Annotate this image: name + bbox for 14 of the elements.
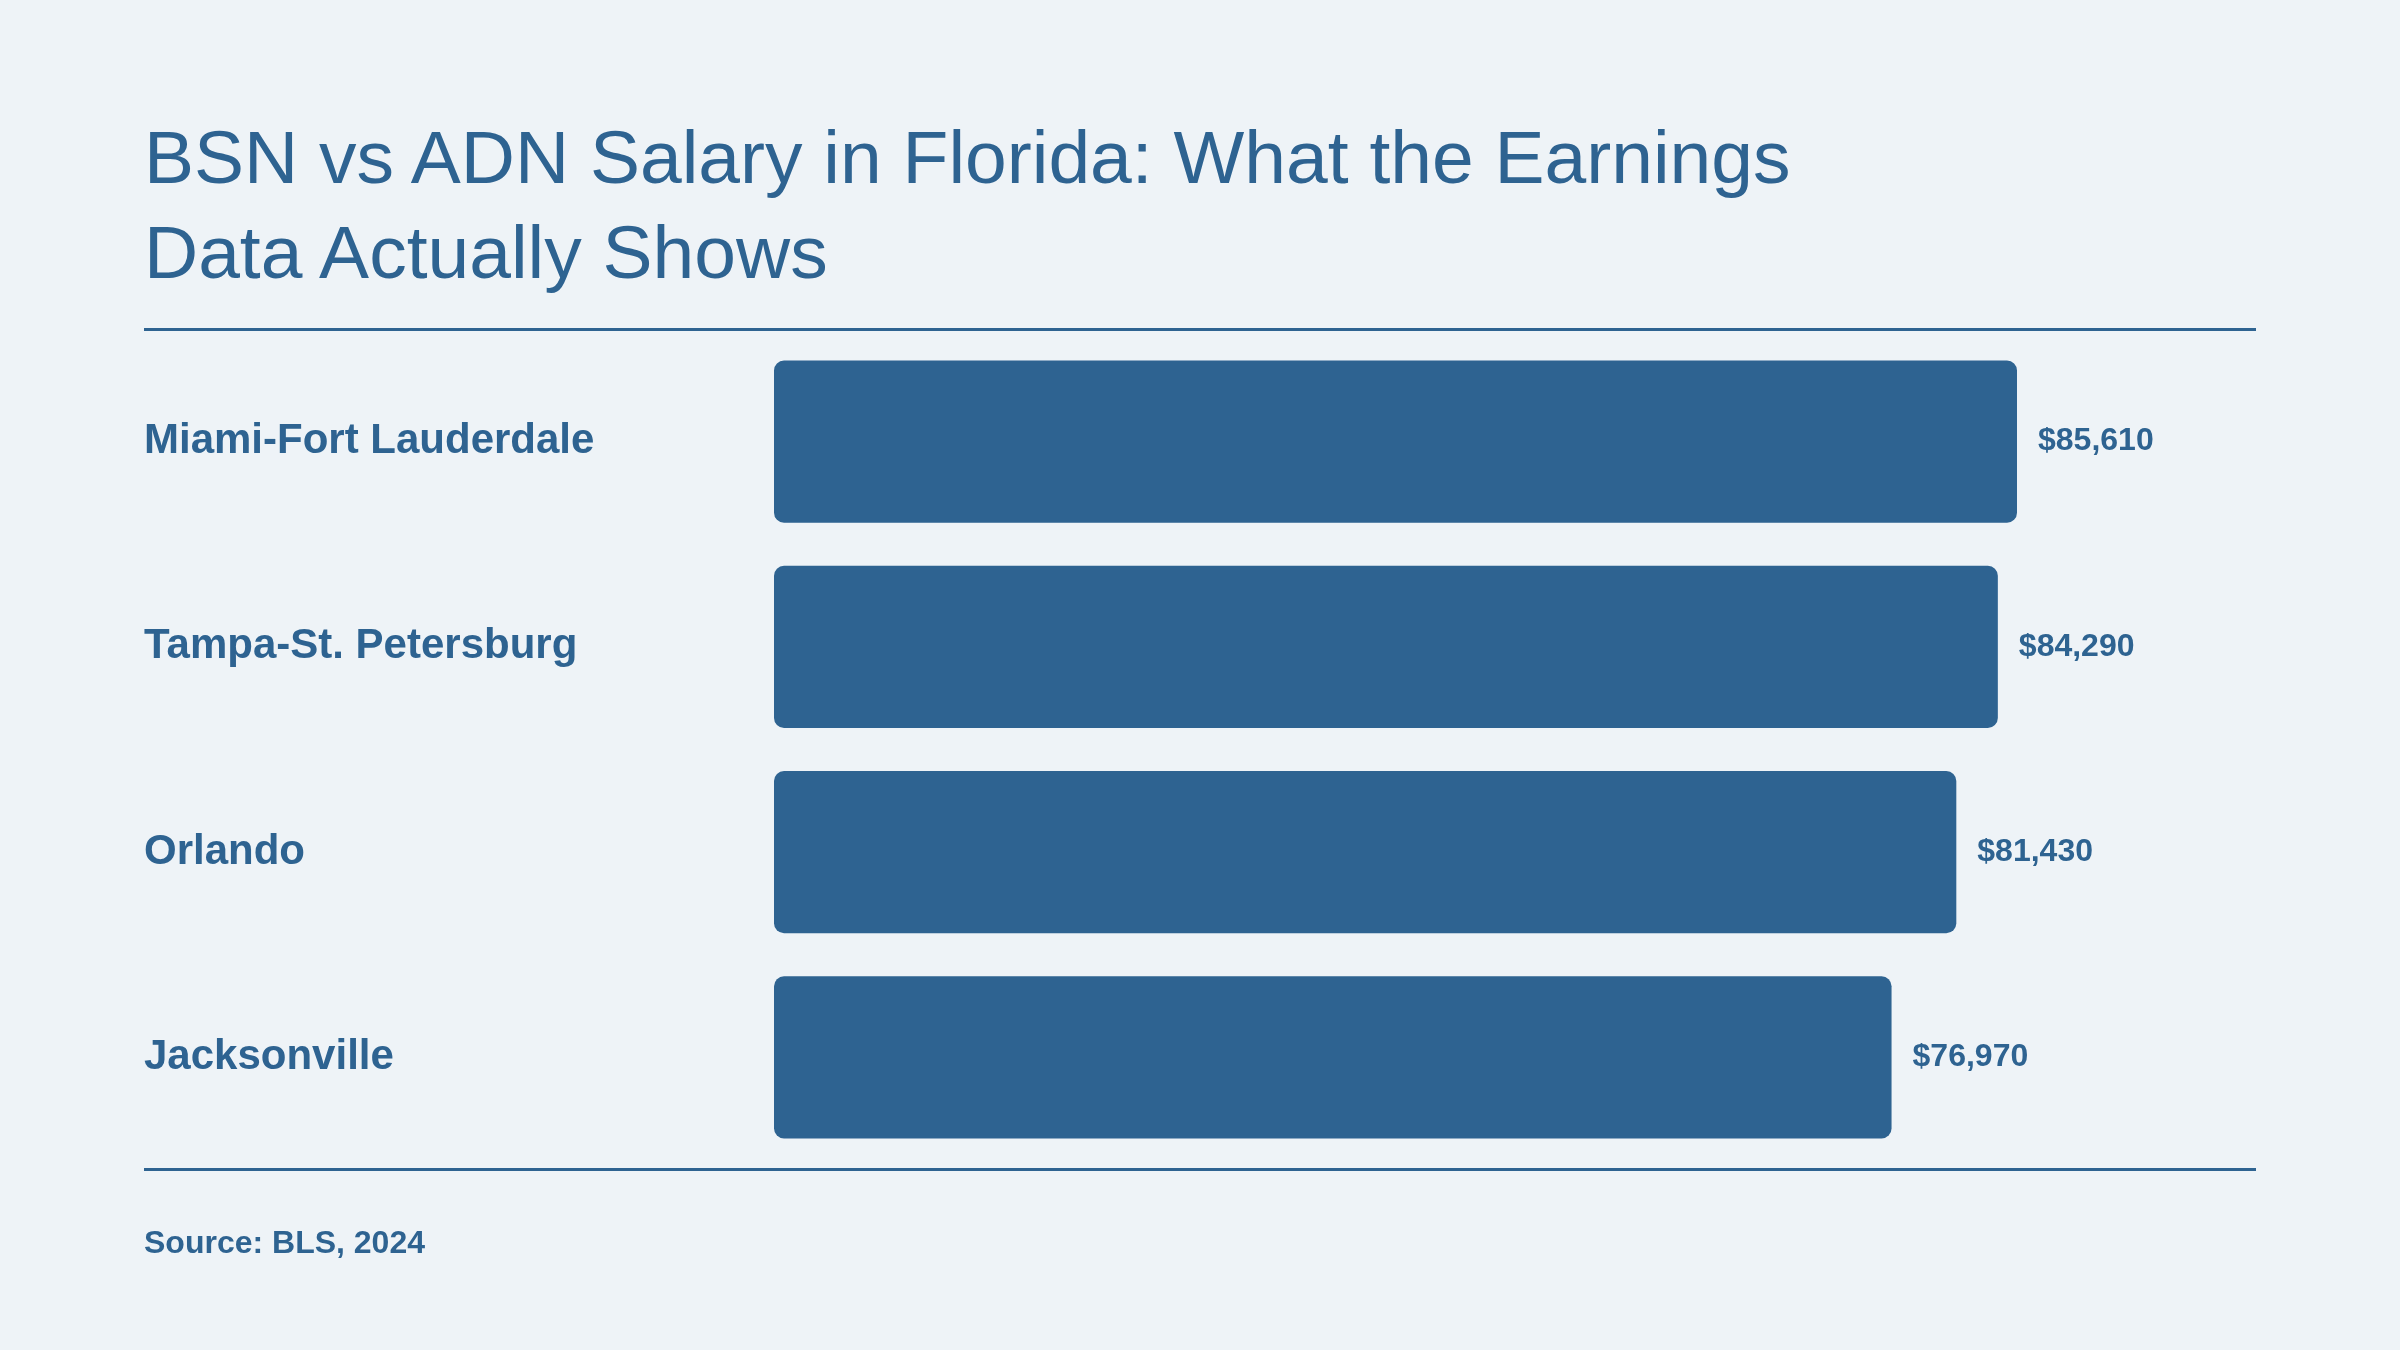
y-tick-label: Miami-Fort Lauderdale	[144, 415, 595, 463]
source-note: Source: BLS, 2024	[144, 1223, 425, 1262]
bar	[774, 565, 1998, 728]
y-tick-label: Orlando	[144, 825, 306, 873]
bar	[774, 771, 1957, 934]
bar	[774, 360, 2017, 523]
bar	[774, 976, 1892, 1139]
data-label: $85,610	[2038, 421, 2154, 458]
data-label: $81,430	[1977, 831, 2093, 868]
data-label: $76,970	[1912, 1037, 2029, 1074]
y-tick-label: Tampa-St. Petersburg	[144, 620, 578, 668]
chart-title: BSN vs ADN Salary in Florida: What the Earnings Data Actually Shows	[144, 114, 1792, 296]
y-tick-label: Jacksonville	[144, 1030, 394, 1078]
data-label: $84,290	[2018, 626, 2135, 663]
